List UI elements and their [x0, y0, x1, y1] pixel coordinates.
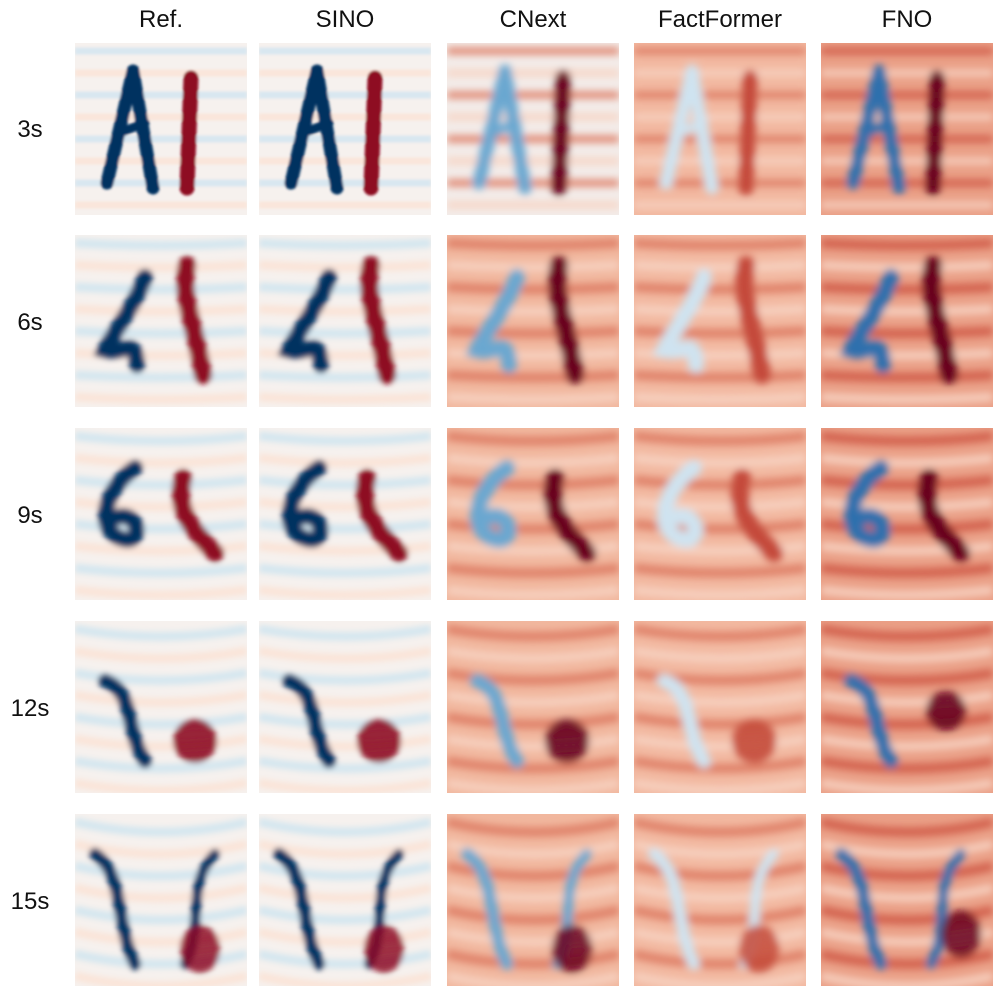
field-panel-ref-12s [75, 621, 247, 793]
field-panel-factformer-6s [634, 235, 806, 407]
field-panel-ref-9s [75, 428, 247, 600]
field-panel-cnext-9s [447, 428, 619, 600]
field-panel-cnext-6s [447, 235, 619, 407]
field-panel-factformer-3s [634, 43, 806, 215]
field-panel-sino-12s [259, 621, 431, 793]
field-panel-ref-6s [75, 235, 247, 407]
field-panel-ref-3s [75, 43, 247, 215]
row-header-9s: 9s [17, 502, 43, 529]
field-panel-sino-3s [259, 43, 431, 215]
field-panel-sino-6s [259, 235, 431, 407]
row-header-3s: 3s [17, 116, 43, 143]
column-header-cnext: CNext [499, 6, 567, 33]
column-header-ref: Ref. [138, 6, 183, 33]
row-header-12s: 12s [10, 695, 50, 722]
field-panel-ref-15s [75, 814, 247, 986]
field-panel-factformer-15s [634, 814, 806, 986]
column-header-fno: FNO [881, 6, 933, 33]
field-panel-sino-9s [259, 428, 431, 600]
field-panel-fno-15s [821, 814, 993, 986]
field-panel-fno-6s [821, 235, 993, 407]
field-panel-cnext-15s [447, 814, 619, 986]
field-panel-factformer-9s [634, 428, 806, 600]
column-header-factformer: FactFormer [657, 6, 782, 33]
field-panel-sino-15s [259, 814, 431, 986]
field-panel-fno-3s [821, 43, 993, 215]
column-header-sino: SINO [315, 6, 375, 33]
field-panel-fno-9s [821, 428, 993, 600]
field-panel-cnext-3s [447, 43, 619, 215]
row-header-15s: 15s [10, 888, 50, 915]
field-panel-fno-12s [821, 621, 993, 793]
field-panel-cnext-12s [447, 621, 619, 793]
row-header-6s: 6s [17, 309, 43, 336]
field-panel-factformer-12s [634, 621, 806, 793]
